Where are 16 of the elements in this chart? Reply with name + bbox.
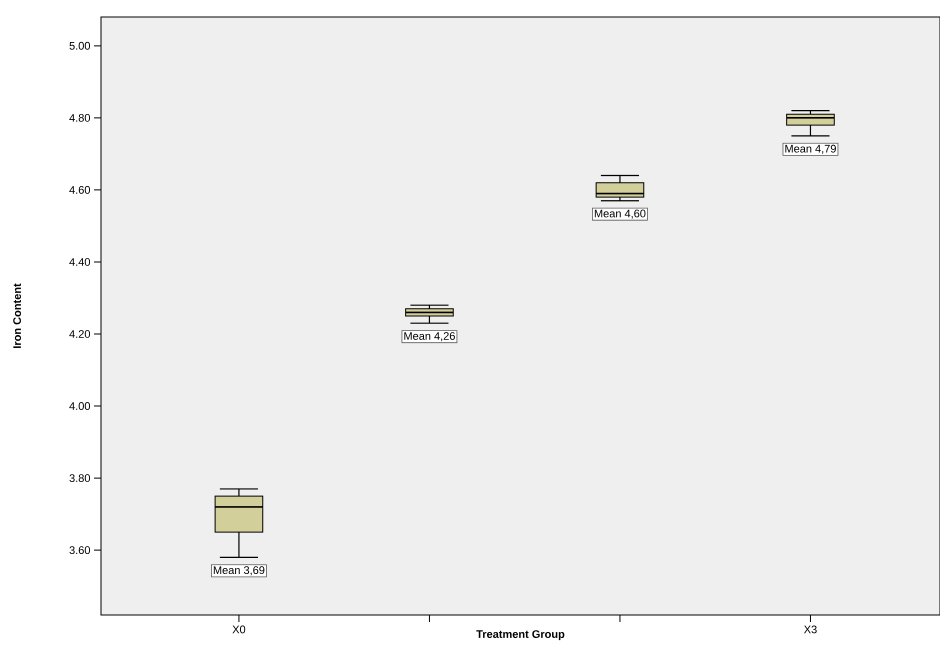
y-tick-label: 4.00: [69, 402, 90, 410]
annotation: Mean 4,79: [785, 144, 836, 154]
y-tick-label: 3.60: [69, 546, 90, 554]
x-tick-label: X3: [804, 626, 817, 634]
x-tick-label: X0: [232, 626, 246, 634]
annotation: Mean 4,26: [404, 332, 455, 342]
y-tick-label: 4.60: [69, 186, 90, 194]
y-axis-title: Iron Content: [13, 283, 21, 348]
annotation: Mean 4,60: [594, 210, 646, 219]
annotation: Mean 3,69: [214, 566, 264, 576]
y-tick-label: 4.20: [69, 330, 90, 338]
y-tick-label: 4.40: [69, 258, 90, 266]
x-axis-title: Treatment Group: [476, 630, 564, 640]
y-tick-label: 5.00: [69, 42, 90, 50]
y-tick-label: 4.80: [69, 114, 90, 122]
y-tick-label: 3.80: [69, 474, 90, 482]
